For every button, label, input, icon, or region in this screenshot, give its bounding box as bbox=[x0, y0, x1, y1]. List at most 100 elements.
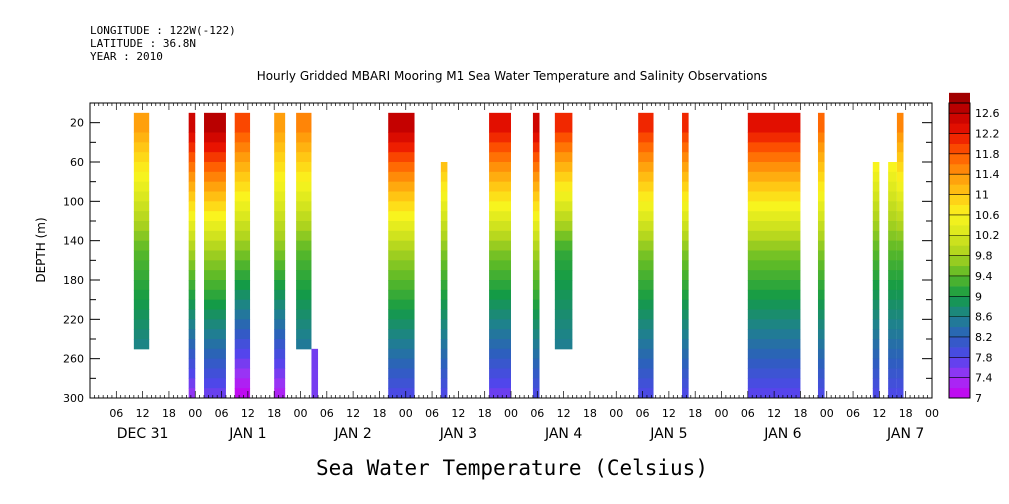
heatmap-cell bbox=[638, 329, 654, 340]
heatmap-cell bbox=[133, 211, 150, 222]
heatmap-cell bbox=[638, 378, 654, 389]
y-tick-label: 140 bbox=[63, 235, 84, 248]
heatmap-cell bbox=[532, 201, 540, 212]
heatmap-cell bbox=[489, 181, 511, 192]
x-tick-label: 06 bbox=[741, 407, 755, 420]
colorbar-swatch bbox=[949, 367, 970, 378]
heatmap-cell bbox=[554, 289, 573, 301]
heatmap-cell bbox=[204, 280, 226, 291]
heatmap-cell bbox=[532, 162, 540, 173]
heatmap-cell bbox=[188, 191, 196, 202]
heatmap-cell bbox=[872, 329, 880, 340]
heatmap-cell bbox=[817, 112, 825, 133]
heatmap-cell bbox=[888, 191, 897, 202]
heatmap-cell bbox=[274, 221, 286, 232]
heatmap-cell bbox=[638, 221, 654, 232]
heatmap-cell bbox=[872, 221, 880, 232]
x-tick-label: 18 bbox=[267, 407, 281, 420]
heatmap-cell bbox=[489, 358, 511, 369]
heatmap-cell bbox=[896, 388, 904, 399]
heatmap-cell bbox=[204, 201, 226, 212]
heatmap-cell bbox=[188, 181, 196, 192]
heatmap-cell bbox=[440, 319, 448, 330]
colorbar-swatch bbox=[949, 153, 970, 165]
heatmap-cell bbox=[204, 181, 226, 192]
heatmap-cell bbox=[682, 152, 689, 163]
heatmap-cell bbox=[888, 230, 897, 242]
heatmap-cell bbox=[234, 378, 251, 389]
heatmap-cell bbox=[188, 260, 196, 271]
heatmap-cell bbox=[817, 162, 825, 173]
heatmap-cell bbox=[888, 162, 897, 173]
heatmap-cell bbox=[554, 299, 573, 310]
heatmap-cell bbox=[234, 339, 251, 350]
x-tick-label: 00 bbox=[188, 407, 202, 420]
heatmap-cell bbox=[274, 388, 286, 399]
heatmap-cell bbox=[638, 339, 654, 350]
heatmap-cell bbox=[296, 230, 312, 242]
heatmap-cell bbox=[188, 132, 196, 143]
heatmap-cell bbox=[274, 378, 286, 389]
colorbar-label: 11.8 bbox=[975, 148, 1000, 161]
heatmap-cell bbox=[888, 250, 897, 261]
colorbar-label: 11.4 bbox=[975, 168, 1000, 181]
y-tick-label: 260 bbox=[63, 353, 84, 366]
heatmap-cell bbox=[311, 348, 319, 360]
y-tick-label: 220 bbox=[63, 313, 84, 326]
heatmap-cell bbox=[872, 388, 880, 399]
heatmap-cell bbox=[554, 270, 573, 281]
latitude-label: LATITUDE : 36.8N bbox=[90, 37, 196, 50]
heatmap-cell bbox=[682, 191, 689, 202]
heatmap-cell bbox=[872, 162, 880, 173]
heatmap-cell bbox=[188, 368, 196, 379]
heatmap-cell bbox=[440, 339, 448, 350]
heatmap-cell bbox=[388, 152, 415, 163]
heatmap-cell bbox=[532, 142, 540, 153]
x-tick-label: 12 bbox=[346, 407, 360, 420]
heatmap-cell bbox=[532, 240, 540, 251]
heatmap-cell bbox=[274, 280, 286, 291]
colorbar-swatch bbox=[949, 235, 970, 246]
heatmap-cell bbox=[440, 201, 448, 212]
heatmap-cell bbox=[532, 152, 540, 163]
heatmap-cell bbox=[388, 289, 415, 301]
heatmap-cell bbox=[747, 280, 801, 291]
colorbar-swatch bbox=[949, 225, 970, 236]
heatmap-cell bbox=[234, 319, 251, 330]
heatmap-cell bbox=[188, 388, 196, 399]
heatmap-cell bbox=[188, 240, 196, 251]
heatmap-cell bbox=[638, 132, 654, 143]
heatmap-cell bbox=[747, 191, 801, 202]
colorbar-label: 9.4 bbox=[975, 270, 993, 283]
heatmap-cell bbox=[817, 358, 825, 369]
heatmap-cell bbox=[296, 329, 312, 340]
colorbar-swatch bbox=[949, 143, 970, 155]
colorbar-swatch bbox=[949, 347, 970, 358]
heatmap-cell bbox=[204, 152, 226, 163]
heatmap-cell bbox=[638, 171, 654, 183]
heatmap-cell bbox=[554, 260, 573, 271]
heatmap-cell bbox=[489, 270, 511, 281]
colorbar-label: 7.8 bbox=[975, 351, 993, 364]
heatmap-cell bbox=[296, 142, 312, 153]
heatmap-cell bbox=[872, 309, 880, 320]
heatmap-cell bbox=[274, 162, 286, 173]
heatmap-cell bbox=[274, 339, 286, 350]
heatmap-cell bbox=[133, 289, 150, 301]
heatmap-cell bbox=[296, 339, 312, 350]
heatmap-cell bbox=[817, 368, 825, 379]
heatmap-cell bbox=[896, 191, 904, 202]
heatmap-cell bbox=[872, 339, 880, 350]
y-tick-label: 180 bbox=[63, 274, 84, 287]
heatmap-cell bbox=[682, 240, 689, 251]
heatmap-cell bbox=[896, 142, 904, 153]
heatmap-cell bbox=[234, 221, 251, 232]
heatmap-cell bbox=[638, 152, 654, 163]
heatmap-cell bbox=[554, 191, 573, 202]
heatmap-cell bbox=[133, 132, 150, 143]
heatmap-cell bbox=[682, 368, 689, 379]
heatmap-cell bbox=[133, 329, 150, 340]
heatmap-cell bbox=[440, 240, 448, 251]
heatmap-cell bbox=[747, 319, 801, 330]
heatmap-cell bbox=[554, 309, 573, 320]
